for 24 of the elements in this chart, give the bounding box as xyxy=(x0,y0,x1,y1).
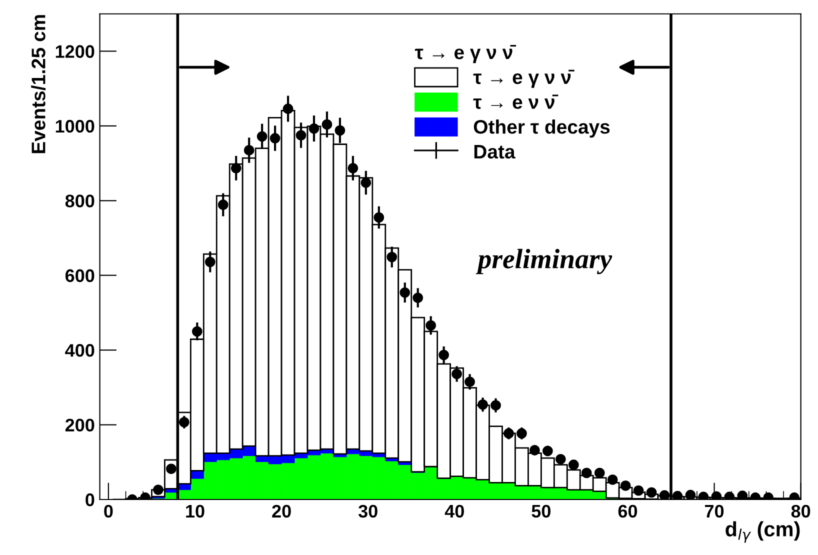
x-tick-label: 30 xyxy=(358,504,378,518)
y-tick-label: 600 xyxy=(65,269,94,282)
y-tick-label: 0 xyxy=(86,493,94,506)
annotation: preliminary xyxy=(476,248,612,274)
x-tick-label: 20 xyxy=(272,504,291,518)
x-tick-label: 0 xyxy=(104,504,113,518)
legend-label: Data xyxy=(474,145,516,159)
x-tick-label: 70 xyxy=(705,504,724,518)
x-tick-label: 60 xyxy=(618,504,638,518)
y-tick-label: 1200 xyxy=(56,45,94,58)
legend-label: Other τ decays xyxy=(474,119,610,138)
y-tick-label: 400 xyxy=(65,344,94,357)
y-tick-label: 200 xyxy=(65,418,94,432)
legend-title: τ → e γ ν ν̄ xyxy=(414,44,516,64)
y-tick-label: 800 xyxy=(65,194,94,208)
x-axis-title: d$_{lγ}$ (cm) xyxy=(726,521,800,543)
x-tick-label: 10 xyxy=(186,504,204,518)
legend-label: τ → e ν ν̄ xyxy=(473,94,558,109)
x-tick-label: 80 xyxy=(791,504,810,518)
legend-label: τ → e γ ν ν̄ xyxy=(473,70,574,88)
y-tick-label: 1000 xyxy=(56,120,94,133)
y-axis-title: Events/1.25 cm xyxy=(31,15,46,154)
x-tick-label: 40 xyxy=(444,504,464,518)
x-tick-label: 50 xyxy=(532,504,550,518)
